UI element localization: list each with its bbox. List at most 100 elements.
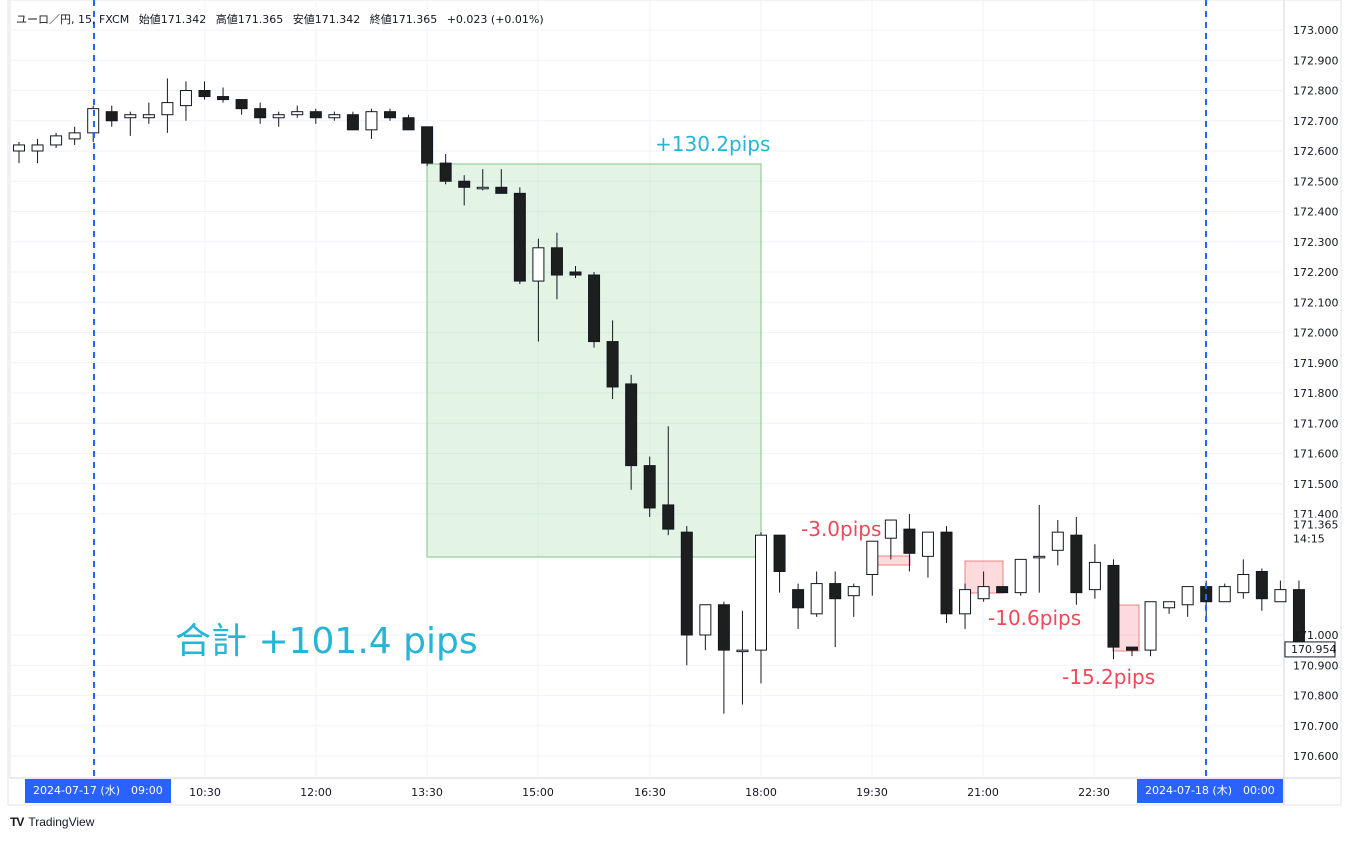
candle — [1237, 559, 1250, 599]
candle — [606, 320, 619, 400]
candle-body — [940, 531, 953, 615]
candle — [365, 108, 378, 139]
candle-body — [1070, 534, 1083, 594]
candle-body — [309, 111, 322, 119]
candle — [1218, 583, 1231, 603]
price-tick-label: 172.400 — [1293, 206, 1339, 219]
legend-open: 始値171.342 — [138, 13, 207, 26]
candle — [699, 604, 712, 651]
candle-body — [903, 528, 916, 554]
candle — [50, 132, 63, 148]
candle — [569, 265, 582, 279]
candle — [254, 102, 267, 124]
time-tick-label: 22:30 — [1078, 786, 1110, 799]
candle-body — [31, 144, 44, 152]
candle-body — [717, 604, 730, 651]
candle — [959, 583, 972, 629]
candle — [31, 138, 44, 164]
time-tick-label: 16:30 — [634, 786, 666, 799]
candle — [142, 102, 155, 124]
candle-body — [179, 90, 192, 107]
candle-body — [439, 162, 452, 182]
candle-body — [198, 90, 211, 98]
candle-body — [1163, 601, 1176, 609]
candle — [198, 81, 211, 100]
candle-body — [1181, 586, 1194, 606]
candle-body — [402, 117, 415, 131]
candle-body — [346, 114, 359, 131]
candle — [1255, 568, 1268, 611]
price-tick-label: 171.000 — [1293, 629, 1339, 642]
candle-body — [643, 465, 656, 509]
candle — [680, 526, 693, 666]
symbol-legend: ユーロ／円, 15, FXCM 始値171.342 高値171.365 安値17… — [16, 11, 550, 27]
end-time-marker[interactable]: 2024-07-18 (木) 00:00 — [1137, 779, 1283, 803]
time-axis[interactable]: 10:30 12:00 13:30 15:00 16:30 18:00 19:30 21:00… — [189, 786, 1110, 799]
candle-body — [773, 534, 786, 572]
last-price-label: 170.954 — [1291, 643, 1337, 656]
candle — [384, 108, 396, 121]
price-axis[interactable]: 173.000 172.900 172.800 172.700 172.600 172.5… — [1284, 24, 1340, 763]
candle — [105, 105, 118, 127]
total-label: 合計 +101.4 pips — [175, 621, 478, 662]
price-tick-label: 173.000 — [1293, 24, 1339, 37]
candle — [847, 583, 860, 617]
candle — [68, 126, 81, 145]
candle-body — [755, 534, 767, 651]
candle-body — [1274, 589, 1287, 603]
candle-body — [606, 341, 619, 388]
candle-body — [384, 111, 396, 119]
current-price-tag — [1285, 517, 1340, 546]
candle — [421, 126, 434, 167]
candle — [439, 154, 452, 185]
tradingview-brand[interactable]: TV TradingView — [10, 815, 94, 829]
candle-body — [829, 583, 842, 600]
candle — [921, 531, 934, 578]
candle-body — [272, 114, 285, 119]
candle-body — [680, 531, 693, 636]
grid-lines — [7, 0, 1342, 806]
price-tick-label: 172.000 — [1293, 327, 1339, 340]
candle — [792, 583, 805, 629]
candle-body — [142, 114, 155, 119]
candle-body — [513, 192, 526, 282]
candle-body — [476, 186, 489, 190]
candle-body — [1255, 570, 1268, 600]
candle — [1274, 580, 1287, 603]
price-tick-label: 172.500 — [1293, 175, 1339, 188]
candle-body — [662, 504, 675, 530]
candle — [755, 532, 767, 684]
gain-zone — [426, 163, 762, 558]
price-tick-label: 172.900 — [1293, 54, 1339, 67]
price-tick-label: 170.900 — [1293, 659, 1339, 672]
start-time-marker[interactable]: 2024-07-17 (水) 09:00 — [25, 779, 171, 803]
candle — [662, 426, 675, 536]
candle-body — [365, 111, 378, 131]
candle-body — [550, 247, 563, 276]
candle-body — [977, 586, 990, 600]
candle — [1107, 559, 1120, 660]
candle-body — [884, 519, 897, 539]
time-tick-label: 19:30 — [856, 786, 888, 799]
candle-body — [105, 111, 118, 122]
price-tick-label: 172.800 — [1293, 85, 1339, 98]
candle-body — [736, 649, 749, 653]
candle-body — [458, 180, 471, 188]
price-tick-label: 171.500 — [1293, 478, 1339, 491]
candle — [550, 232, 563, 300]
price-tick-label: 171.700 — [1293, 417, 1339, 430]
candle — [495, 169, 508, 194]
candle — [328, 111, 341, 121]
candle — [940, 526, 953, 623]
candle-body — [328, 114, 341, 119]
candle-body — [1033, 555, 1046, 559]
price-tick-label: 172.100 — [1293, 296, 1339, 309]
candle — [13, 141, 25, 164]
trade-zones — [426, 163, 1140, 652]
price-tick-label: 171.900 — [1293, 357, 1339, 370]
candle-body — [254, 108, 267, 119]
price-tick-label: 172.200 — [1293, 266, 1339, 279]
price-tick-label: 171.600 — [1293, 448, 1339, 461]
candle-body — [569, 271, 582, 276]
